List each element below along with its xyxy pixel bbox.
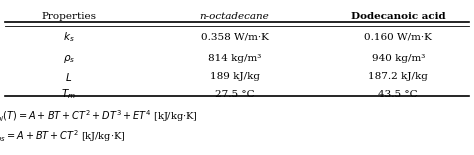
Text: $L$: $L$ [65, 71, 73, 83]
Text: $T_m$: $T_m$ [61, 88, 76, 102]
Text: 189 kJ/kg: 189 kJ/kg [210, 72, 260, 81]
Text: 0.358 W/m·K: 0.358 W/m·K [201, 33, 269, 42]
Text: 43.5 °C: 43.5 °C [378, 90, 418, 99]
Text: 814 kg/m³: 814 kg/m³ [208, 54, 261, 63]
Text: 187.2 kJ/kg: 187.2 kJ/kg [368, 72, 428, 81]
Text: $\rho_s$: $\rho_s$ [63, 53, 75, 65]
Text: 940 kg/m³: 940 kg/m³ [372, 54, 425, 63]
Text: $c_{pl}(T) = A + BT + CT^2 + DT^3 + ET^4$ [kJ/kg·K]: $c_{pl}(T) = A + BT + CT^2 + DT^3 + ET^4… [0, 109, 197, 125]
Text: $c_{ps} = A + BT + CT^2$ [kJ/kg·K]: $c_{ps} = A + BT + CT^2$ [kJ/kg·K] [0, 129, 125, 145]
Text: Properties: Properties [41, 12, 96, 21]
Text: $k_s$: $k_s$ [63, 30, 74, 44]
Text: 27.5 °C: 27.5 °C [215, 90, 255, 99]
Text: 0.160 W/m·K: 0.160 W/m·K [364, 33, 432, 42]
Text: n-octadecane: n-octadecane [200, 12, 270, 21]
Text: Dodecanoic acid: Dodecanoic acid [351, 12, 446, 21]
